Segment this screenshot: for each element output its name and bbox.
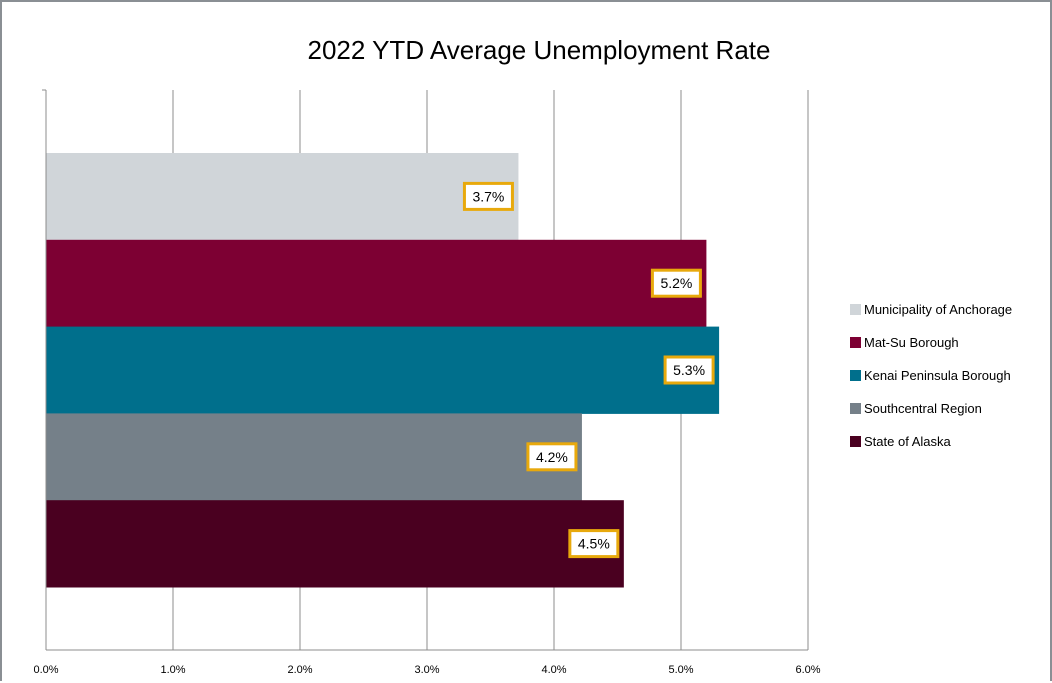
bar bbox=[46, 500, 624, 588]
legend-label: Southcentral Region bbox=[864, 401, 982, 416]
data-label: 3.7% bbox=[472, 188, 504, 204]
bars bbox=[46, 153, 720, 588]
legend-label: Kenai Peninsula Borough bbox=[864, 368, 1011, 383]
bar bbox=[46, 413, 582, 501]
x-tick-label: 1.0% bbox=[160, 664, 185, 676]
x-tick-label: 5.0% bbox=[668, 664, 693, 676]
x-axis-ticks: 0.0% 1.0% 2.0% 3.0% 4.0% 5.0% 6.0% bbox=[33, 664, 820, 676]
x-tick-label: 4.0% bbox=[541, 664, 566, 676]
data-label: 5.2% bbox=[660, 275, 692, 291]
legend-label: State of Alaska bbox=[864, 434, 951, 449]
legend-swatch bbox=[850, 403, 861, 414]
legend-swatch bbox=[850, 370, 861, 381]
legend-label: Municipality of Anchorage bbox=[864, 302, 1012, 317]
legend-swatch bbox=[850, 337, 861, 348]
data-label: 5.3% bbox=[673, 362, 705, 378]
legend: Municipality of Anchorage Mat-Su Borough K… bbox=[850, 302, 1012, 449]
data-label: 4.5% bbox=[578, 536, 610, 552]
data-label: 4.2% bbox=[536, 449, 568, 465]
data-label-box bbox=[650, 268, 702, 298]
data-label-box bbox=[568, 529, 620, 559]
data-label-box bbox=[526, 442, 578, 472]
legend-swatch bbox=[850, 436, 861, 447]
legend-label: Mat-Su Borough bbox=[864, 335, 959, 350]
data-label-box bbox=[663, 355, 715, 385]
data-label-box bbox=[462, 181, 514, 211]
bar bbox=[46, 239, 707, 328]
x-tick-label: 0.0% bbox=[33, 664, 58, 676]
x-tick-label: 6.0% bbox=[795, 664, 820, 676]
data-labels: 3.7% 5.2% 5.3% 4.2% 4.5% bbox=[462, 181, 715, 559]
x-tick-label: 2.0% bbox=[287, 664, 312, 676]
bar bbox=[46, 326, 720, 414]
chart-title: 2022 YTD Average Unemployment Rate bbox=[308, 35, 771, 65]
x-tick-label: 3.0% bbox=[414, 664, 439, 676]
axes bbox=[42, 89, 808, 651]
bar bbox=[46, 153, 519, 241]
legend-swatch bbox=[850, 304, 861, 315]
